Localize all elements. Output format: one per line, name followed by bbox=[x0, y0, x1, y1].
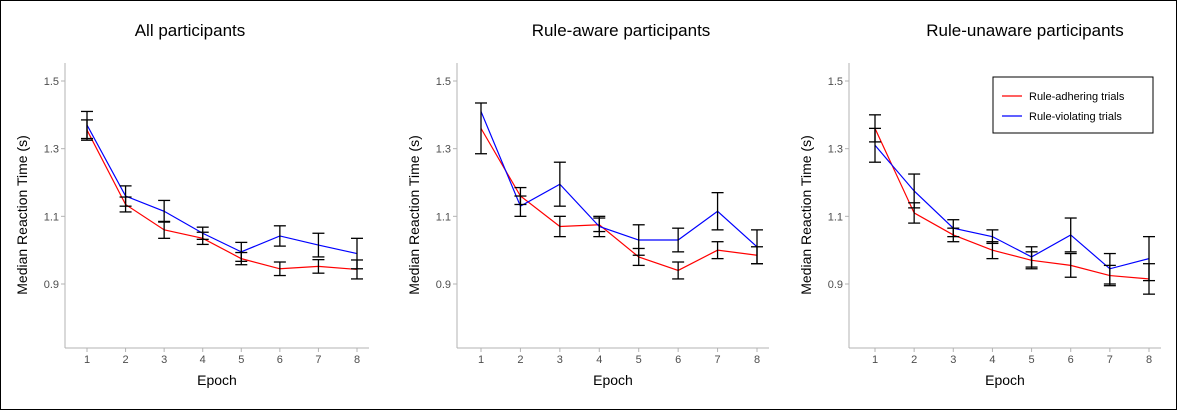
x-tick-label: 3 bbox=[950, 354, 956, 366]
error-bar bbox=[553, 215, 566, 238]
y-tick-label: 0.9 bbox=[828, 279, 843, 291]
x-tick-label: 4 bbox=[596, 354, 602, 366]
x-axis-label: Epoch bbox=[985, 372, 1025, 388]
y-tick-label: 1.5 bbox=[44, 76, 59, 88]
x-tick-label: 5 bbox=[636, 354, 642, 366]
error-bar bbox=[593, 215, 606, 238]
y-tick-label: 1.1 bbox=[44, 211, 59, 223]
x-axis-label: Epoch bbox=[197, 372, 237, 388]
error-bar bbox=[312, 258, 325, 274]
error-bar bbox=[553, 161, 566, 207]
chart-title: Rule-aware participants bbox=[532, 21, 711, 40]
error-bar bbox=[711, 191, 724, 231]
y-tick-label: 1.1 bbox=[828, 211, 843, 223]
error-bar bbox=[1103, 252, 1116, 285]
x-tick-label: 6 bbox=[1068, 354, 1074, 366]
chart-panel-1: All participants 0.9 1.1 1.3 1.5 1 2 3 4 5 6 7 8 Epoc… bbox=[14, 21, 369, 388]
error-bar bbox=[273, 261, 286, 277]
x-tick-label: 7 bbox=[715, 354, 721, 366]
series-line-2 bbox=[874, 144, 1150, 270]
x-tick-label: 1 bbox=[872, 354, 878, 366]
error-bar bbox=[947, 219, 960, 238]
x-tick-label: 3 bbox=[161, 354, 167, 366]
error-bar bbox=[1064, 252, 1077, 278]
x-tick-label: 8 bbox=[354, 354, 360, 366]
series-line-1 bbox=[874, 128, 1150, 280]
error-bar bbox=[672, 227, 685, 253]
chart-panel-2: Rule-aware participants 0.9 1.1 1.3 1.5 1 2 3 4 5… bbox=[406, 21, 769, 388]
x-tick-label: 8 bbox=[1146, 354, 1152, 366]
y-tick-label: 1.3 bbox=[436, 144, 451, 156]
y-tick-label: 1.3 bbox=[44, 144, 59, 156]
y-axis-label: Median Reaction Time (s) bbox=[14, 135, 30, 295]
error-bar bbox=[81, 110, 93, 140]
error-bar bbox=[273, 225, 286, 247]
error-bar bbox=[158, 199, 171, 223]
error-bar bbox=[1025, 246, 1038, 268]
x-tick-label: 7 bbox=[1107, 354, 1113, 366]
error-bar bbox=[119, 185, 132, 207]
error-bar bbox=[235, 241, 248, 262]
x-tick-label: 7 bbox=[315, 354, 321, 366]
x-tick-label: 6 bbox=[277, 354, 283, 366]
legend-label: Rule-adhering trials bbox=[1029, 91, 1125, 103]
x-tick-label: 1 bbox=[478, 354, 484, 366]
y-tick-label: 1.5 bbox=[828, 76, 843, 88]
series-line-1 bbox=[480, 128, 758, 272]
y-tick-label: 1.3 bbox=[828, 144, 843, 156]
y-axis-label: Median Reaction Time (s) bbox=[798, 135, 814, 295]
legend: Rule-adhering trials Rule-violating trial… bbox=[992, 76, 1154, 134]
x-tick-label: 2 bbox=[517, 354, 523, 366]
error-bar bbox=[908, 173, 921, 209]
error-bar bbox=[986, 241, 999, 260]
error-bar bbox=[514, 195, 527, 217]
error-bar bbox=[351, 237, 363, 270]
series-line-2 bbox=[86, 124, 358, 255]
chart-title: Rule-unaware participants bbox=[926, 21, 1124, 40]
x-tick-label: 5 bbox=[1029, 354, 1035, 366]
chart-title: All participants bbox=[135, 21, 246, 40]
error-bar bbox=[196, 226, 209, 240]
y-tick-label: 0.9 bbox=[44, 279, 59, 291]
error-bar bbox=[672, 261, 685, 280]
legend-label: Rule-violating trials bbox=[1029, 111, 1122, 123]
x-tick-label: 2 bbox=[123, 354, 129, 366]
error-bar bbox=[158, 220, 171, 239]
series-line-1 bbox=[86, 129, 358, 271]
error-bar bbox=[312, 232, 325, 258]
error-bar bbox=[711, 241, 724, 260]
error-bar bbox=[751, 229, 763, 265]
y-tick-label: 1.1 bbox=[436, 211, 451, 223]
x-tick-label: 4 bbox=[200, 354, 206, 366]
series-line-2 bbox=[480, 111, 758, 248]
y-axis-label: Median Reaction Time (s) bbox=[406, 135, 422, 295]
error-bar bbox=[986, 229, 999, 245]
x-axis-label: Epoch bbox=[593, 372, 633, 388]
error-bar bbox=[632, 224, 645, 256]
x-tick-label: 5 bbox=[238, 354, 244, 366]
x-tick-label: 8 bbox=[754, 354, 760, 366]
error-bar bbox=[1064, 217, 1077, 253]
y-tick-label: 1.5 bbox=[436, 76, 451, 88]
x-tick-label: 1 bbox=[84, 354, 90, 366]
error-bar bbox=[869, 127, 881, 163]
x-tick-label: 4 bbox=[989, 354, 995, 366]
error-bar bbox=[1143, 235, 1155, 282]
error-bar bbox=[475, 102, 487, 155]
y-tick-label: 0.9 bbox=[436, 279, 451, 291]
x-tick-label: 3 bbox=[557, 354, 563, 366]
x-tick-label: 6 bbox=[675, 354, 681, 366]
legend-box bbox=[992, 76, 1154, 134]
chart-panel-3: Rule-unaware participants 0.9 1.1 1.3 1.5 1 2 3… bbox=[798, 21, 1161, 388]
x-tick-label: 2 bbox=[911, 354, 917, 366]
